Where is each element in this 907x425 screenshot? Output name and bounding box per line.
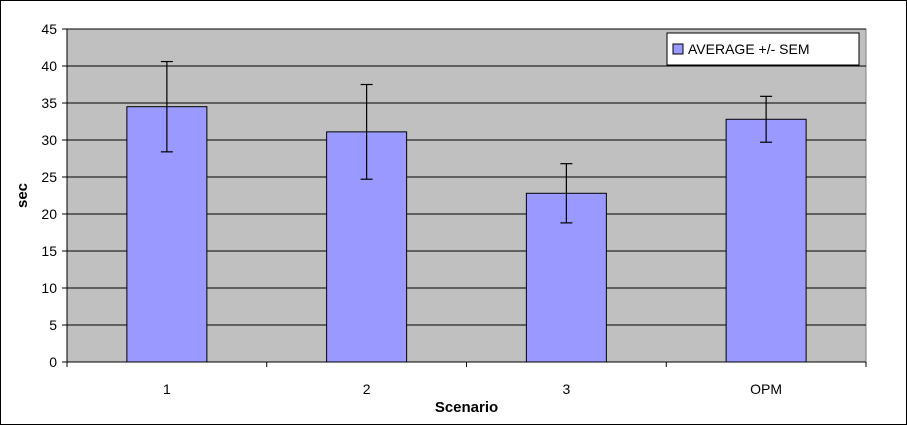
legend-label: AVERAGE +/- SEM (688, 41, 810, 57)
y-tick-label: 30 (41, 132, 57, 148)
legend: AVERAGE +/- SEM (666, 32, 860, 66)
x-tick-label: 1 (163, 381, 171, 397)
axes (66, 29, 867, 367)
x-tick-label: 2 (363, 381, 371, 397)
y-tick-label: 15 (41, 243, 57, 259)
y-axis-title: sec (14, 183, 31, 208)
x-tick-label: 3 (562, 381, 570, 397)
y-tick-labels: 0 5 10 15 20 25 30 35 40 45 (41, 21, 67, 370)
x-tick-labels: 1 2 3 OPM (163, 381, 782, 397)
y-tick-label: 25 (41, 169, 57, 185)
y-tick-label: 10 (41, 280, 57, 296)
bars (126, 60, 807, 363)
x-tick-label: OPM (750, 381, 782, 397)
legend-swatch (672, 43, 684, 55)
y-tick-label: 35 (41, 95, 57, 111)
y-tick-label: 5 (49, 317, 57, 333)
y-tick-label: 45 (41, 21, 57, 37)
legend-box (666, 32, 860, 66)
bar (725, 118, 807, 363)
y-tick-label: 20 (41, 206, 57, 222)
y-tick-label: 0 (49, 354, 57, 370)
x-axis-title: Scenario (435, 399, 498, 416)
y-tick-label: 40 (41, 58, 57, 74)
